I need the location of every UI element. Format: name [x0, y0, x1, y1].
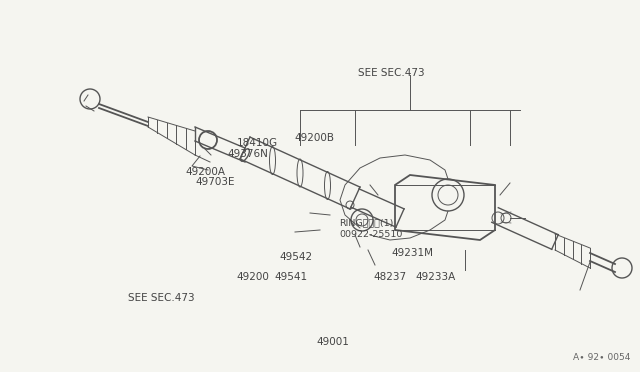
Text: 49001: 49001 [316, 337, 349, 347]
Text: 48237: 48237 [374, 272, 407, 282]
Text: 49542: 49542 [279, 252, 312, 262]
Text: 49376N: 49376N [227, 150, 268, 159]
Text: 00922-25510: 00922-25510 [339, 230, 403, 239]
Text: 49200B: 49200B [294, 133, 335, 142]
Text: 49200: 49200 [236, 272, 269, 282]
Text: 49541: 49541 [275, 272, 308, 282]
Text: RINGリング(1): RINGリング(1) [339, 219, 394, 228]
Text: A∙ 92∙ 0054: A∙ 92∙ 0054 [573, 353, 630, 362]
Text: 49703E: 49703E [195, 177, 235, 187]
Text: 49231M: 49231M [392, 248, 434, 258]
Text: 49233A: 49233A [415, 272, 455, 282]
Text: SEE SEC.473: SEE SEC.473 [358, 68, 425, 77]
Text: SEE SEC.473: SEE SEC.473 [128, 293, 195, 302]
Text: 49200A: 49200A [186, 167, 226, 177]
Text: 18410G: 18410G [237, 138, 278, 148]
